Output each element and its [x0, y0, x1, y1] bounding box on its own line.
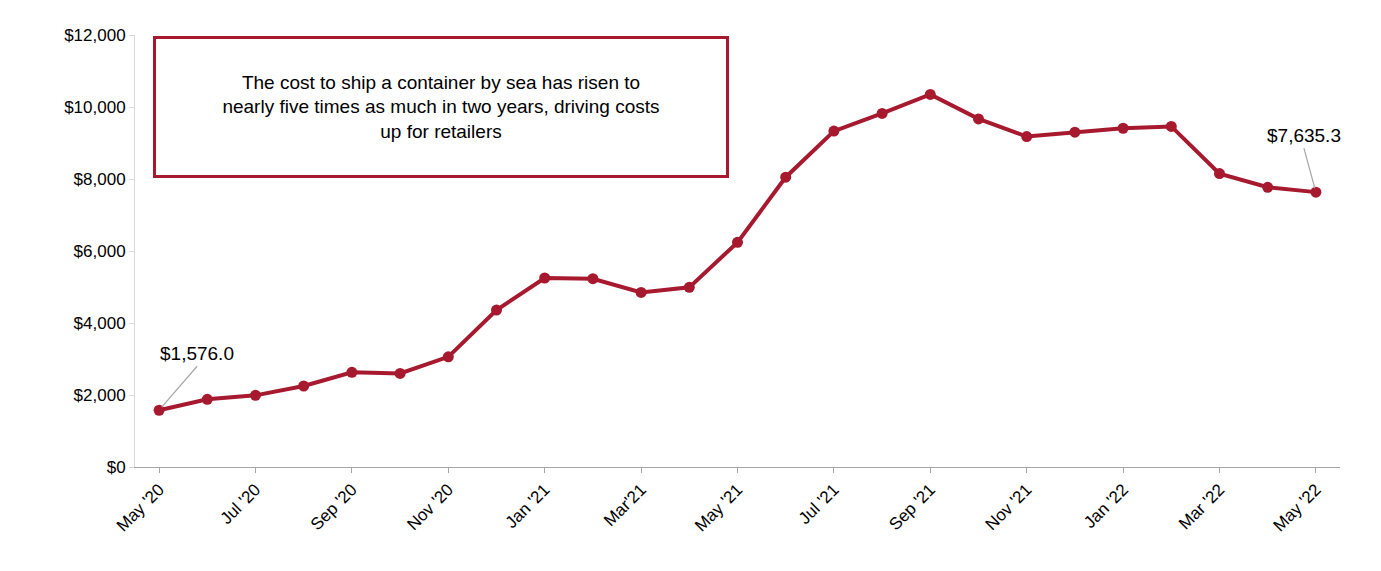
svg-text:The cost to ship a container b: The cost to ship a container by sea has …: [222, 72, 659, 142]
svg-text:Nov '21: Nov '21: [982, 480, 1036, 534]
svg-text:Nov '20: Nov '20: [403, 480, 457, 534]
svg-text:$4,000: $4,000: [74, 314, 126, 333]
svg-text:Jul '20: Jul '20: [217, 480, 265, 528]
svg-text:May '21: May '21: [691, 480, 746, 535]
svg-text:$6,000: $6,000: [74, 242, 126, 261]
svg-text:$7,635.3: $7,635.3: [1267, 125, 1341, 146]
svg-text:Jul '21: Jul '21: [795, 480, 843, 528]
svg-text:$0: $0: [107, 458, 126, 477]
svg-text:Jan '21: Jan '21: [502, 480, 554, 532]
svg-text:May '22: May '22: [1270, 480, 1325, 535]
svg-text:Jan '22: Jan '22: [1080, 480, 1132, 532]
svg-text:$10,000: $10,000: [64, 98, 125, 117]
svg-text:$2,000: $2,000: [74, 386, 126, 405]
svg-text:Mar'21: Mar'21: [600, 480, 650, 530]
svg-text:$1,576.0: $1,576.0: [160, 343, 234, 364]
svg-text:$12,000: $12,000: [64, 26, 125, 45]
svg-text:Sep '20: Sep '20: [307, 480, 361, 534]
svg-text:May '20: May '20: [113, 480, 168, 535]
svg-text:Mar '22: Mar '22: [1175, 480, 1228, 533]
svg-text:Sep '21: Sep '21: [885, 480, 939, 534]
svg-text:$8,000: $8,000: [74, 170, 126, 189]
